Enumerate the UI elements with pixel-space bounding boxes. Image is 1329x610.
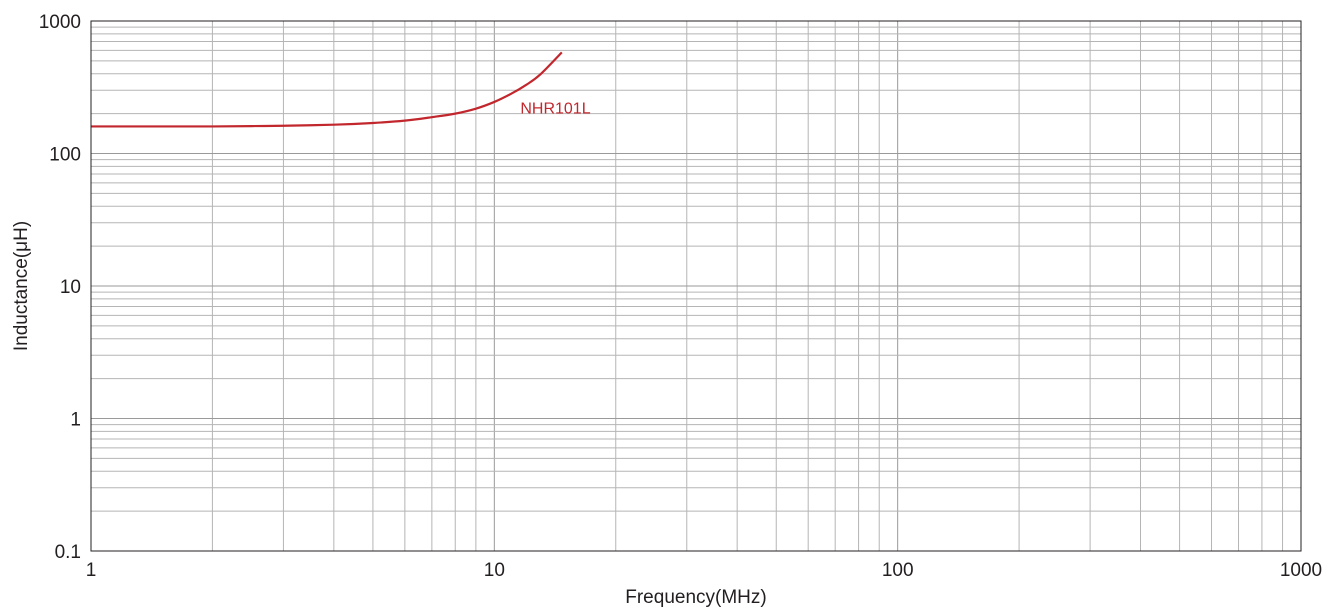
grid: [91, 21, 1301, 551]
x-tick-label: 1: [86, 560, 97, 581]
y-axis-label: Inductance(μH): [11, 221, 32, 351]
y-tick-label: 100: [49, 145, 81, 166]
x-tick-label: 10: [484, 560, 505, 581]
y-tick-label: 1: [70, 410, 81, 431]
x-tick-label: 100: [882, 560, 914, 581]
x-tick-label: 1000: [1280, 560, 1322, 581]
series-layer: NHR101L: [91, 51, 591, 128]
series-label: NHR101L: [520, 101, 590, 118]
y-tick-label: 10: [60, 277, 81, 298]
x-axis-label: Frequency(MHz): [625, 587, 766, 608]
y-tick-label: 0.1: [55, 542, 81, 563]
y-tick-label: 1000: [39, 12, 81, 33]
plot-frame: [90, 20, 1302, 552]
series-line-NHR101L: [91, 51, 563, 128]
